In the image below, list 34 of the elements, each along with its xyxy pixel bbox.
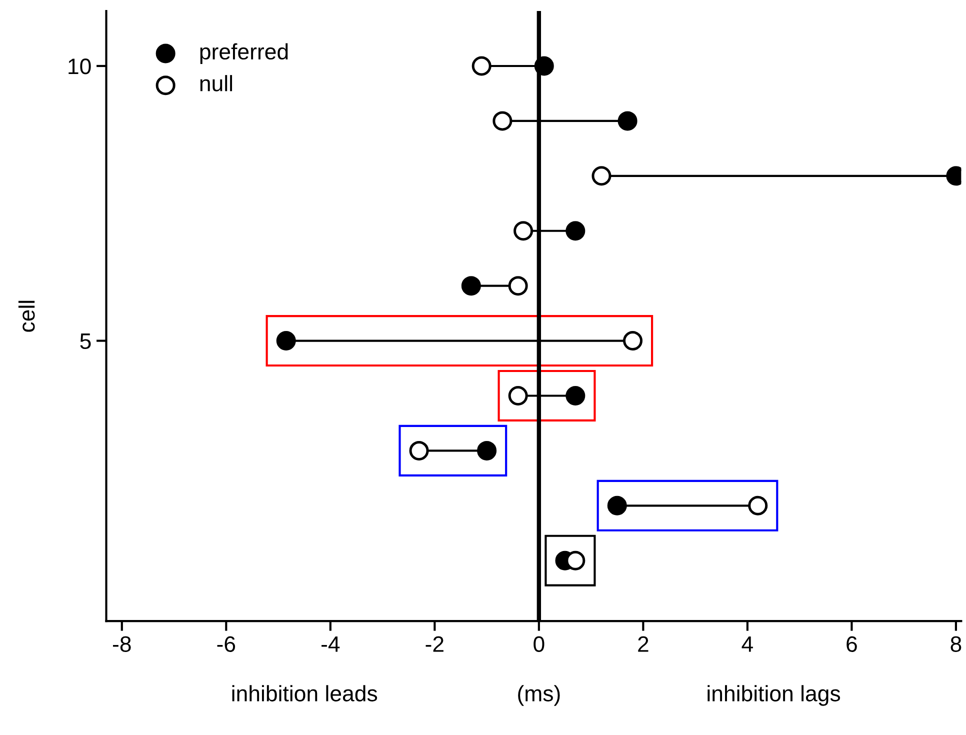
point — [409, 440, 429, 460]
text: inhibition leads — [232, 685, 378, 702]
legend-label: preferred — [200, 43, 288, 64]
point — [607, 496, 627, 516]
point — [592, 166, 612, 186]
y-tick-label: 5 — [80, 334, 91, 350]
x-tick-label: -6 — [217, 636, 236, 652]
x-tick-label: 0 — [534, 636, 544, 652]
y-tick-label: 10 — [68, 58, 91, 74]
point — [492, 111, 512, 131]
point — [514, 221, 534, 241]
x-tick-label: -8 — [113, 636, 131, 652]
x-tick-label: 2 — [638, 636, 648, 652]
x-tick-label: 8 — [950, 636, 962, 652]
point — [618, 111, 638, 131]
point — [276, 331, 296, 351]
x-tick-label: 4 — [742, 636, 753, 652]
x-tick-label: -2 — [426, 636, 444, 652]
point — [477, 440, 497, 460]
text: inhibition lags — [708, 685, 840, 706]
x-tick-label: -4 — [322, 636, 340, 652]
point — [472, 56, 492, 76]
x-axis-title: (ms) — [518, 685, 560, 706]
y-axis-title: cell — [18, 300, 35, 332]
point — [534, 56, 554, 76]
legend-label: null — [200, 75, 232, 92]
point — [508, 276, 528, 296]
point — [566, 386, 586, 406]
point — [623, 331, 643, 351]
point — [748, 496, 768, 516]
point — [461, 276, 481, 296]
x-tick-label: 6 — [846, 636, 857, 652]
point — [566, 221, 586, 241]
point — [508, 386, 528, 406]
